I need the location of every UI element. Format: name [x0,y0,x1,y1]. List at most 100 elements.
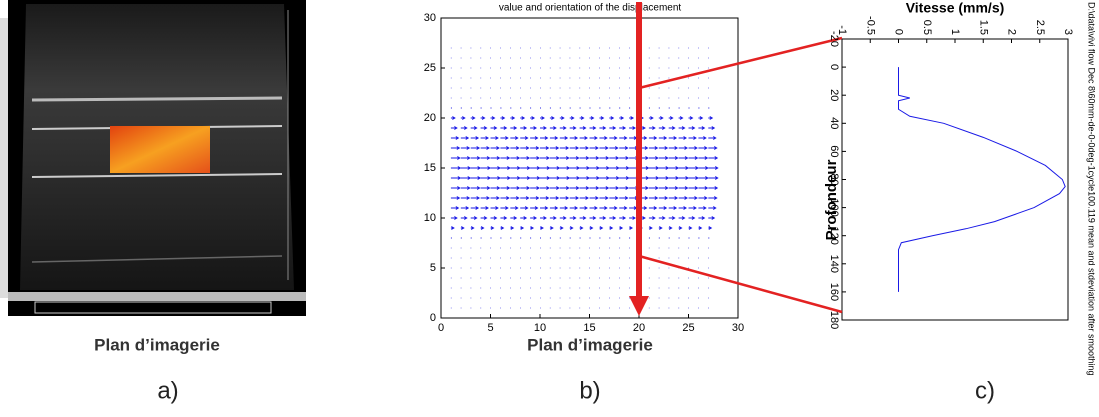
quiver-arrow [649,157,658,160]
quiver-arrow [481,157,490,160]
quiver-arrow [530,187,539,190]
quiver-arrow [481,137,488,140]
quiver-arrow [461,197,469,200]
quiver-arrow [659,157,668,160]
quiver-arrow [540,147,548,150]
quiver-arrow [461,147,469,150]
quiver-arrow [698,227,701,230]
quiver-arrow [689,127,695,130]
quiver-arrow [491,227,494,230]
quiver-arrow [491,217,497,220]
quiver-arrow [698,147,706,150]
quiver-arrow [560,127,566,130]
quiver-arrow [689,117,693,120]
quiver-arrow [698,217,704,220]
quiver-arrow [590,187,599,190]
quiver-arrow [530,177,539,180]
quiver-arrow [451,127,457,130]
quiver-arrow [649,167,658,170]
quiver-arrow [520,207,527,210]
quiver-arrow [520,137,527,140]
y-tick-label: 120 [828,227,840,245]
quiver-arrow [491,117,495,120]
quiver-arrow [491,167,500,170]
quiver-arrow [500,167,509,170]
quiver-arrow [629,117,633,120]
quiver-arrow [550,127,556,130]
quiver-arrow [689,227,692,230]
x-axis-label: Vitesse (mm/s) [906,0,1005,16]
quiver-arrow [580,177,589,180]
quiver-arrow [560,217,566,220]
quiver-arrow [550,217,556,220]
quiver-arrow [550,177,559,180]
quiver-arrow [619,187,628,190]
quiver-arrow [669,197,677,200]
quiver-arrow [708,147,716,150]
figure: Plan d’imagerie a) value and orientation… [0,0,1099,412]
quiver-arrow [500,207,507,210]
quiver-arrow [689,177,698,180]
quiver-arrow [659,207,666,210]
quiver-arrow [689,147,697,150]
quiver-arrow [580,227,583,230]
y-tick-label: 140 [828,255,840,273]
quiver-arrow [609,167,618,170]
quiver-arrow [629,207,636,210]
quiver-arrow [510,167,519,170]
quiver-arrow [689,157,698,160]
quiver-arrow [689,137,696,140]
y-tick-label: 160 [828,283,840,301]
quiver-arrow [689,197,697,200]
quiver-arrow [520,217,526,220]
quiver-arrow [510,227,513,230]
quiver-arrow [461,127,467,130]
quiver-arrow [708,167,717,170]
quiver-arrow [510,127,516,130]
quiver-arrow [570,177,579,180]
quiver-arrow [560,117,564,120]
quiver-arrow [510,147,518,150]
note: D:\data\vivi flow Dec 8\60mm-de-0-0deg-1… [1087,2,1097,376]
quiver-arrow [500,227,503,230]
quiver-arrow [471,127,477,130]
quiver-arrow [669,207,676,210]
quiver-arrow [461,177,470,180]
quiver-arrow [540,177,549,180]
quiver-arrow [659,137,666,140]
quiver-arrow [540,207,547,210]
quiver-arrow [530,227,533,230]
quiver-arrow [649,117,653,120]
quiver-arrow [451,137,458,140]
quiver-arrow [609,177,618,180]
quiver-arrow [708,177,717,180]
caption: Plan d’imagerie [94,335,220,354]
quiver-arrow [570,187,579,190]
x-tick-label: 0.5 [921,20,933,35]
quiver-arrow [679,117,683,120]
quiver-arrow [649,227,652,230]
quiver-arrow [708,207,715,210]
quiver-arrow [540,217,546,220]
y-tick-label: 60 [828,145,840,157]
connector [639,38,842,88]
quiver-arrow [570,117,574,120]
quiver-arrow [698,117,702,120]
quiver-arrow [599,197,607,200]
quiver-arrow [550,157,559,160]
quiver-arrow [590,207,597,210]
quiver-arrow [698,197,706,200]
quiver-arrow [580,117,584,120]
quiver-arrow [471,157,480,160]
quiver-arrow [540,127,546,130]
quiver-arrow [471,137,478,140]
quiver-arrow [659,127,665,130]
quiver-arrow [580,137,587,140]
quiver-arrow [679,127,685,130]
quiver-arrow [471,217,477,220]
quiver-arrow [580,147,588,150]
quiver-arrow [570,147,578,150]
quiver-arrow [669,177,678,180]
quiver-arrow [461,167,470,170]
quiver-arrow [520,157,529,160]
